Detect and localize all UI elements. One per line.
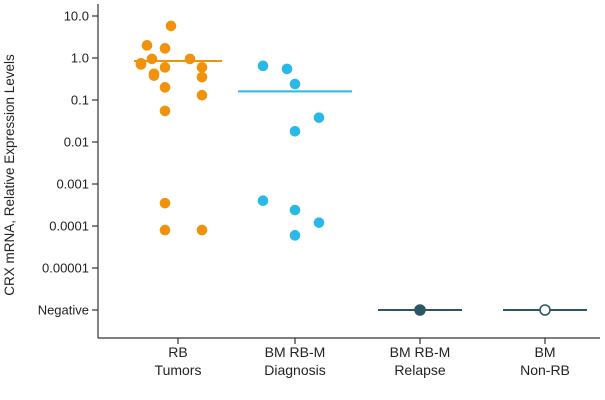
y-axis-title-group: CRX mRNA, Relative Expression Levels [2, 54, 17, 296]
axes [97, 4, 600, 339]
data-point [196, 89, 208, 101]
x-category-label-line2: Tumors [155, 362, 202, 378]
x-category-label-line2: Diagnosis [264, 362, 325, 378]
data-points [135, 20, 551, 316]
data-point [289, 125, 301, 137]
data-point [159, 224, 171, 236]
data-point [165, 20, 177, 32]
y-tick-label: 0.1 [71, 93, 89, 108]
negative-point-open [539, 304, 551, 316]
data-point [159, 62, 171, 73]
data-point [159, 197, 171, 209]
data-point [196, 71, 208, 83]
data-point [281, 63, 293, 75]
y-tick-label: 10.0 [64, 9, 89, 24]
y-tick-label: 0.01 [64, 135, 89, 150]
x-category-label-line2: Relapse [394, 362, 446, 378]
data-point [289, 78, 301, 90]
y-tick-label: 1.0 [71, 51, 89, 66]
data-point [289, 230, 301, 241]
y-tick-label: Negative [38, 303, 89, 318]
x-category-label-line1: BM RB-M [265, 344, 326, 360]
data-point [141, 40, 153, 51]
data-point [159, 43, 171, 54]
x-category-label-line1: BM [535, 344, 556, 360]
data-point [148, 70, 160, 81]
data-point [184, 53, 196, 65]
y-tick-label: 0.001 [56, 177, 89, 192]
data-point [196, 62, 208, 73]
x-labels: RB Tumors BM RB-M Diagnosis BM RB-M Relapse BM… [155, 338, 570, 378]
y-ticks: 10.0 1.0 0.1 0.01 0.001 0.0001 0.00001 Negative [38, 9, 98, 318]
data-point [196, 224, 208, 236]
y-tick-label: 0.00001 [42, 261, 89, 276]
y-axis-title: CRX mRNA, Relative Expression Levels [2, 54, 17, 296]
data-point [289, 204, 301, 216]
x-category-label-line2: Non-RB [520, 362, 570, 378]
data-point [257, 60, 269, 72]
data-point [159, 105, 171, 117]
data-point [146, 53, 158, 65]
data-point [257, 195, 269, 207]
data-point [159, 82, 171, 93]
y-tick-label: 0.0001 [49, 219, 89, 234]
x-category-label-line1: RB [168, 344, 187, 360]
negative-point-filled [414, 304, 426, 316]
data-point [313, 112, 325, 123]
x-category-label-line1: BM RB-M [390, 344, 451, 360]
data-point [313, 217, 325, 228]
data-point [135, 59, 147, 70]
